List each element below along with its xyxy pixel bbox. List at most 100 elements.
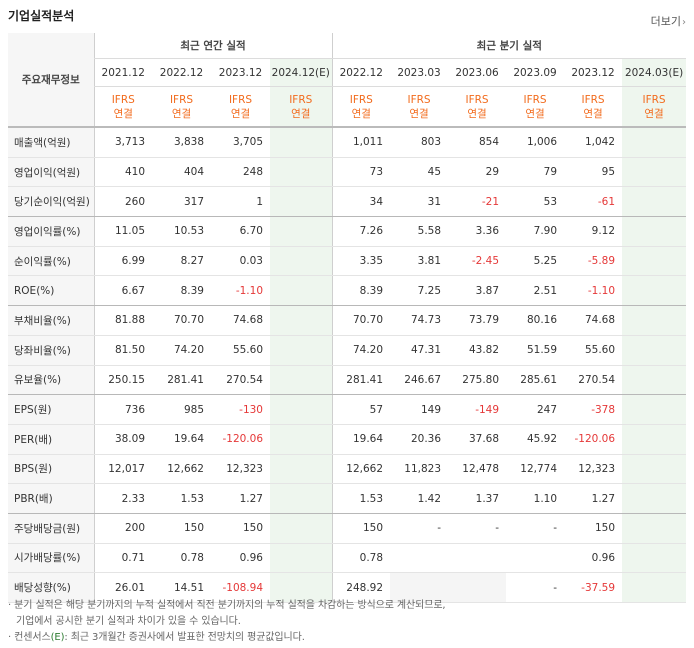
cell-value: 10.53 — [152, 216, 211, 247]
cell-value: 74.20 — [331, 335, 391, 366]
cell-value: 37.68 — [448, 424, 507, 455]
cell-value: 1.27 — [564, 483, 623, 514]
cell-value — [622, 246, 687, 277]
cell-value: 1.37 — [448, 483, 507, 514]
row-label: 시가배당률(%) — [8, 543, 94, 574]
cell-value: 81.50 — [93, 335, 152, 366]
row-label: 당좌비율(%) — [8, 335, 94, 366]
cell-value — [622, 424, 687, 455]
footnote-2-prefix: 컨센서스 — [14, 632, 51, 643]
cell-value: 55.60 — [564, 335, 623, 366]
cell-value: 55.60 — [211, 335, 270, 366]
cell-value: 247 — [506, 394, 565, 425]
cell-value — [270, 275, 333, 307]
cell-value — [390, 572, 449, 603]
cell-value: 70.70 — [152, 305, 211, 336]
cell-value: 3,713 — [93, 127, 152, 158]
cell-value — [622, 186, 687, 218]
table-row: 시가배당률(%) 0.71 0.78 0.96 0.78 0.96 — [8, 543, 687, 574]
row-label: PBR(배) — [8, 483, 94, 514]
cell-value: 1 — [211, 186, 270, 218]
cell-value — [448, 543, 507, 574]
more-link[interactable]: 더보기› — [651, 13, 686, 29]
cell-value: 38.09 — [93, 424, 152, 455]
group-header-row: 주요재무정보 최근 연간 실적 최근 분기 실적 — [8, 33, 687, 128]
cell-value: 12,774 — [506, 454, 565, 485]
cell-value: 260 — [93, 186, 152, 218]
period-7: 2023.09 — [506, 58, 565, 87]
cell-value: 6.67 — [93, 275, 152, 307]
cell-value — [270, 216, 333, 247]
cell-value — [390, 543, 449, 574]
cell-value — [622, 335, 687, 366]
row-label: 당기순이익(억원) — [8, 186, 94, 218]
cell-value: 81.88 — [93, 305, 152, 336]
cell-value — [622, 513, 687, 544]
cell-value — [622, 305, 687, 336]
standard-0: IFRS 연결 — [93, 86, 152, 128]
row-label: 순이익률(%) — [8, 246, 94, 277]
cell-value: 854 — [448, 127, 507, 158]
table-row: 당좌비율(%) 81.50 74.20 55.60 74.20 47.31 43.82 51.… — [8, 335, 687, 366]
cell-value: 31 — [390, 186, 449, 218]
cell-value — [270, 157, 333, 188]
period-8: 2023.12 — [564, 58, 623, 87]
standard-5: IFRS 연결 — [390, 86, 449, 128]
cell-value: 1.53 — [331, 483, 391, 514]
cell-value: 20.36 — [390, 424, 449, 455]
table-row: BPS(원) 12,017 12,662 12,323 12,662 11,823 12,4… — [8, 454, 687, 485]
standard-top: IFRS — [642, 93, 666, 106]
cell-value — [270, 305, 333, 336]
period-1: 2022.12 — [152, 58, 211, 87]
cell-value: 70.70 — [331, 305, 391, 336]
cell-value: 803 — [390, 127, 449, 158]
cell-value — [270, 335, 333, 366]
row-label: EPS(원) — [8, 394, 94, 425]
financial-table: 주요재무정보 최근 연간 실적 최근 분기 실적 2021.12 2022.12 2… — [8, 33, 687, 603]
cell-value — [270, 513, 333, 544]
cell-value: 2.51 — [506, 275, 565, 307]
standard-8: IFRS 연결 — [564, 86, 623, 128]
cell-value — [622, 216, 687, 247]
footnote-1-text: 분기 실적은 해당 분기까지의 누적 실적에서 직전 분기까지의 누적 실적을 … — [14, 600, 446, 611]
period-6: 2023.06 — [448, 58, 507, 87]
cell-value: -1.10 — [564, 275, 623, 307]
period-4: 2022.12 — [331, 58, 391, 87]
cell-value — [270, 127, 333, 158]
cell-value: 29 — [448, 157, 507, 188]
quarter-group-header: 최근 분기 실적 — [331, 33, 687, 59]
cell-value: 19.64 — [331, 424, 391, 455]
cell-value: 1,011 — [331, 127, 391, 158]
cell-value: 2.33 — [93, 483, 152, 514]
cell-value: 150 — [331, 513, 391, 544]
cell-value: 74.68 — [564, 305, 623, 336]
cell-value: 8.39 — [331, 275, 391, 307]
cell-value: 275.80 — [448, 365, 507, 396]
section-title: 기업실적분석 — [8, 9, 75, 23]
cell-value: 150 — [564, 513, 623, 544]
cell-value — [622, 365, 687, 396]
standard-bottom: 연결 — [351, 107, 371, 120]
cell-value: 43.82 — [448, 335, 507, 366]
cell-value: -37.59 — [564, 572, 623, 603]
table-row: 부채비율(%) 81.88 70.70 74.68 70.70 74.73 73.79 80.… — [8, 305, 687, 336]
footnote-2-text: : 최근 3개월간 증권사에서 발표한 전망치의 평균값입니다. — [64, 632, 305, 643]
row-label-header: 주요재무정보 — [8, 33, 94, 128]
cell-value: 248.92 — [331, 572, 391, 603]
cell-value: 12,323 — [564, 454, 623, 485]
cell-value: 74.20 — [152, 335, 211, 366]
cell-value: 19.64 — [152, 424, 211, 455]
footnote-1: · 분기 실적은 해당 분기까지의 누적 실적에서 직전 분기까지의 누적 실적… — [8, 600, 446, 611]
standard-bottom: 연결 — [171, 107, 192, 120]
row-label: ROE(%) — [8, 275, 94, 307]
footnotes: · 분기 실적은 해당 분기까지의 누적 실적에서 직전 분기까지의 누적 실적… — [8, 598, 446, 646]
cell-value: -120.06 — [564, 424, 623, 455]
cell-value: 11.05 — [93, 216, 152, 247]
cell-value — [622, 572, 687, 603]
cell-value — [270, 454, 333, 485]
cell-value: 1,042 — [564, 127, 623, 158]
cell-value: 5.58 — [390, 216, 449, 247]
table-row: PER(배) 38.09 19.64 -120.06 19.64 20.36 37.68 45… — [8, 424, 687, 455]
cell-value: 1.27 — [211, 483, 270, 514]
cell-value: 7.26 — [331, 216, 391, 247]
